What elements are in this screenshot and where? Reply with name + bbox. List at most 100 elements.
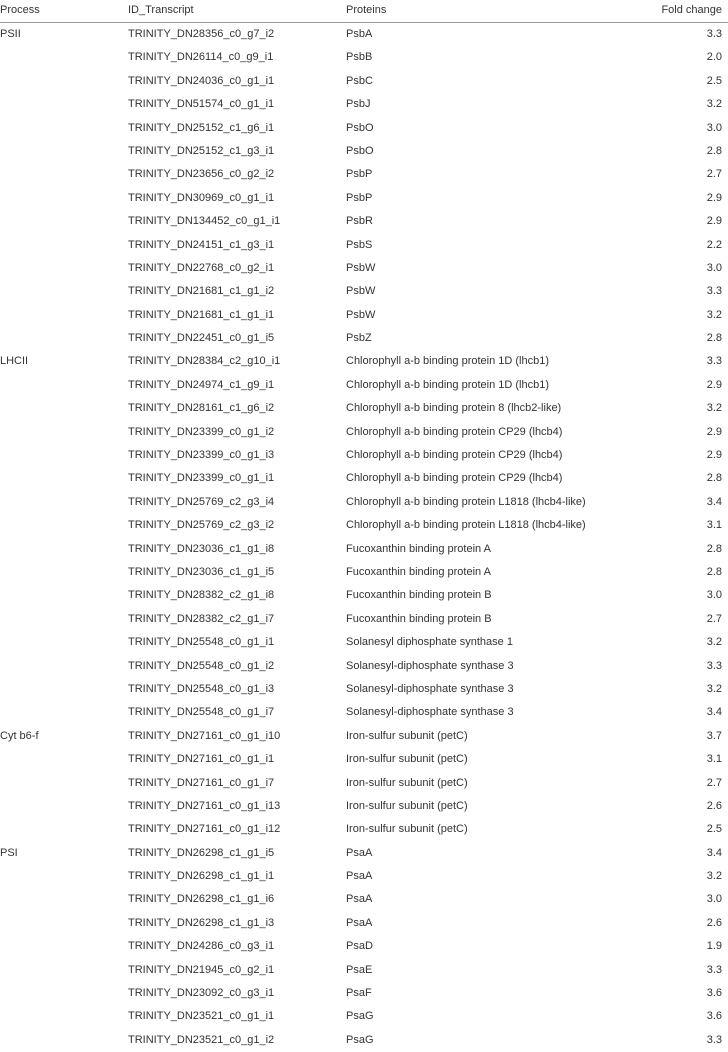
- cell-fold: 3.2: [632, 865, 728, 888]
- cell-fold: 3.3: [632, 1029, 728, 1052]
- table-row: TRINITY_DN27161_c0_g1_i7Iron-sulfur subu…: [0, 772, 728, 795]
- cell-process: [0, 608, 128, 631]
- cell-fold: 2.8: [632, 538, 728, 561]
- transcript-table: Process ID_Transcript Proteins Fold chan…: [0, 0, 728, 1052]
- table-row: TRINITY_DN21681_c1_g1_i1PsbW3.2: [0, 304, 728, 327]
- cell-protein: Chlorophyll a-b binding protein 1D (lhcb…: [346, 350, 632, 373]
- cell-process: [0, 210, 128, 233]
- cell-fold: 1.9: [632, 935, 728, 958]
- cell-process: [0, 397, 128, 420]
- table-row: TRINITY_DN25548_c0_g1_i3Solanesyl-diphos…: [0, 678, 728, 701]
- cell-process: [0, 514, 128, 537]
- cell-id: TRINITY_DN28384_c2_g10_i1: [128, 350, 346, 373]
- cell-fold: 3.4: [632, 701, 728, 724]
- cell-protein: Chlorophyll a-b binding protein CP29 (lh…: [346, 467, 632, 490]
- cell-process: [0, 70, 128, 93]
- cell-id: TRINITY_DN23036_c1_g1_i5: [128, 561, 346, 584]
- cell-id: TRINITY_DN27161_c0_g1_i13: [128, 795, 346, 818]
- table-row: TRINITY_DN27161_c0_g1_i13Iron-sulfur sub…: [0, 795, 728, 818]
- cell-id: TRINITY_DN25769_c2_g3_i4: [128, 491, 346, 514]
- cell-fold: 2.6: [632, 912, 728, 935]
- cell-protein: Chlorophyll a-b binding protein CP29 (lh…: [346, 421, 632, 444]
- cell-process: [0, 888, 128, 911]
- cell-fold: 3.3: [632, 655, 728, 678]
- cell-protein: PsbZ: [346, 327, 632, 350]
- cell-protein: PsbP: [346, 187, 632, 210]
- cell-id: TRINITY_DN22451_c0_g1_i5: [128, 327, 346, 350]
- cell-id: TRINITY_DN26298_c1_g1_i6: [128, 888, 346, 911]
- cell-id: TRINITY_DN24286_c0_g3_i1: [128, 935, 346, 958]
- table-row: TRINITY_DN27161_c0_g1_i12Iron-sulfur sub…: [0, 818, 728, 841]
- cell-protein: PsaA: [346, 865, 632, 888]
- cell-id: TRINITY_DN25548_c0_g1_i1: [128, 631, 346, 654]
- cell-fold: 3.3: [632, 350, 728, 373]
- cell-id: TRINITY_DN134452_c0_g1_i1: [128, 210, 346, 233]
- cell-fold: 2.7: [632, 163, 728, 186]
- header-row: Process ID_Transcript Proteins Fold chan…: [0, 0, 728, 23]
- cell-fold: 3.2: [632, 397, 728, 420]
- cell-fold: 2.9: [632, 421, 728, 444]
- cell-fold: 2.8: [632, 327, 728, 350]
- cell-protein: PsbO: [346, 140, 632, 163]
- col-process: Process: [0, 0, 128, 23]
- table-row: TRINITY_DN25152_c1_g6_i1PsbO3.0: [0, 117, 728, 140]
- table-row: TRINITY_DN24974_c1_g9_i1Chlorophyll a-b …: [0, 374, 728, 397]
- cell-protein: Solanesyl diphosphate synthase 1: [346, 631, 632, 654]
- table-row: TRINITY_DN51574_c0_g1_i1PsbJ3.2: [0, 93, 728, 116]
- col-fold: Fold change: [632, 0, 728, 23]
- cell-id: TRINITY_DN21681_c1_g1_i1: [128, 304, 346, 327]
- table-row: TRINITY_DN23521_c0_g1_i2PsaG3.3: [0, 1029, 728, 1052]
- cell-protein: Iron-sulfur subunit (petC): [346, 772, 632, 795]
- cell-protein: PsbW: [346, 257, 632, 280]
- cell-protein: Fucoxanthin binding protein A: [346, 561, 632, 584]
- cell-process: [0, 912, 128, 935]
- table-row: TRINITY_DN24151_c1_g3_i1PsbS2.2: [0, 234, 728, 257]
- cell-process: [0, 538, 128, 561]
- cell-protein: PsbR: [346, 210, 632, 233]
- cell-protein: Fucoxanthin binding protein A: [346, 538, 632, 561]
- cell-protein: PsaE: [346, 959, 632, 982]
- cell-process: [0, 935, 128, 958]
- cell-protein: Solanesyl-diphosphate synthase 3: [346, 655, 632, 678]
- cell-process: [0, 561, 128, 584]
- cell-process: [0, 163, 128, 186]
- table-row: TRINITY_DN23036_c1_g1_i5Fucoxanthin bind…: [0, 561, 728, 584]
- cell-id: TRINITY_DN27161_c0_g1_i7: [128, 772, 346, 795]
- table-row: TRINITY_DN25769_c2_g3_i4Chlorophyll a-b …: [0, 491, 728, 514]
- cell-protein: Fucoxanthin binding protein B: [346, 584, 632, 607]
- cell-protein: Iron-sulfur subunit (petC): [346, 818, 632, 841]
- cell-id: TRINITY_DN23656_c0_g2_i2: [128, 163, 346, 186]
- cell-protein: PsaA: [346, 842, 632, 865]
- cell-protein: Chlorophyll a-b binding protein 1D (lhcb…: [346, 374, 632, 397]
- cell-fold: 3.0: [632, 584, 728, 607]
- cell-fold: 3.1: [632, 748, 728, 771]
- cell-process: [0, 584, 128, 607]
- cell-protein: PsbW: [346, 280, 632, 303]
- cell-process: [0, 93, 128, 116]
- cell-id: TRINITY_DN26298_c1_g1_i5: [128, 842, 346, 865]
- cell-id: TRINITY_DN25152_c1_g6_i1: [128, 117, 346, 140]
- table-row: LHCIITRINITY_DN28384_c2_g10_i1Chlorophyl…: [0, 350, 728, 373]
- cell-process: [0, 140, 128, 163]
- cell-process: PSII: [0, 23, 128, 47]
- cell-fold: 3.1: [632, 514, 728, 537]
- table-row: TRINITY_DN25152_c1_g3_i1PsbO2.8: [0, 140, 728, 163]
- cell-id: TRINITY_DN26298_c1_g1_i1: [128, 865, 346, 888]
- cell-id: TRINITY_DN26114_c0_g9_i1: [128, 46, 346, 69]
- cell-process: LHCII: [0, 350, 128, 373]
- cell-id: TRINITY_DN25548_c0_g1_i7: [128, 701, 346, 724]
- table-row: TRINITY_DN25548_c0_g1_i2Solanesyl-diphos…: [0, 655, 728, 678]
- table-row: TRINITY_DN22451_c0_g1_i5PsbZ2.8: [0, 327, 728, 350]
- cell-protein: Chlorophyll a-b binding protein CP29 (lh…: [346, 444, 632, 467]
- cell-fold: 3.2: [632, 93, 728, 116]
- cell-process: [0, 748, 128, 771]
- cell-process: [0, 795, 128, 818]
- cell-protein: PsbW: [346, 304, 632, 327]
- cell-protein: Solanesyl-diphosphate synthase 3: [346, 678, 632, 701]
- cell-id: TRINITY_DN23036_c1_g1_i8: [128, 538, 346, 561]
- cell-fold: 3.4: [632, 842, 728, 865]
- cell-fold: 2.7: [632, 772, 728, 795]
- col-protein: Proteins: [346, 0, 632, 23]
- cell-id: TRINITY_DN28356_c0_g7_i2: [128, 23, 346, 47]
- cell-process: [0, 701, 128, 724]
